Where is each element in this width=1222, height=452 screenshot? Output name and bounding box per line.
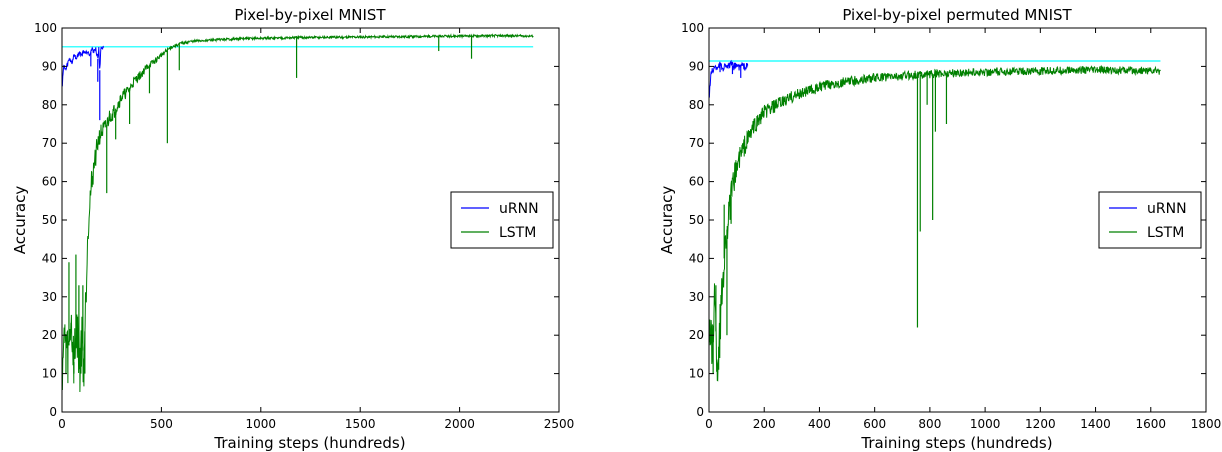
x-axis-label: Training steps (hundreds) bbox=[213, 434, 405, 452]
series-line-urnn bbox=[61, 45, 105, 87]
chart-title: Pixel-by-pixel permuted MNIST bbox=[842, 6, 1072, 24]
y-tick-label: 10 bbox=[689, 367, 704, 381]
legend-label-urnn: uRNN bbox=[499, 201, 539, 217]
y-tick-label: 40 bbox=[42, 251, 57, 265]
y-tick-label: 40 bbox=[689, 251, 704, 265]
x-tick-label: 0 bbox=[58, 417, 66, 431]
y-tick-label: 70 bbox=[689, 136, 704, 150]
x-tick-label: 400 bbox=[808, 417, 831, 431]
y-tick-label: 100 bbox=[34, 21, 57, 35]
x-tick-label: 2500 bbox=[544, 417, 575, 431]
y-tick-label: 100 bbox=[681, 21, 704, 35]
x-tick-label: 600 bbox=[863, 417, 886, 431]
legend-box bbox=[1098, 191, 1202, 249]
y-tick-label: 20 bbox=[689, 328, 704, 342]
series-line-urnn bbox=[708, 59, 749, 99]
x-tick-label: 1600 bbox=[1136, 417, 1167, 431]
x-tick-label: 1200 bbox=[1025, 417, 1056, 431]
y-tick-label: 10 bbox=[42, 367, 57, 381]
y-tick-label: 30 bbox=[42, 290, 57, 304]
legend: uRNN LSTM bbox=[450, 191, 554, 249]
legend-label-lstm: LSTM bbox=[499, 225, 536, 241]
plot-area: 0 200 400 600 800 1000 1200 1400 1600 1800 0 10 20 30… bbox=[681, 21, 1221, 431]
x-tick-label: 2000 bbox=[444, 417, 475, 431]
y-axis-label: Accuracy bbox=[658, 186, 676, 255]
legend-label-lstm: LSTM bbox=[1147, 225, 1184, 241]
x-tick-label: 800 bbox=[918, 417, 941, 431]
chart-permuted-mnist: Pixel-by-pixel permuted MNIST 0 200 400 600… bbox=[658, 6, 1221, 452]
legend-box bbox=[450, 191, 554, 249]
y-tick-label: 20 bbox=[42, 328, 57, 342]
ticks-layer: 0 500 1000 1500 2000 2500 0 10 20 30 40 50 60 70 80 90 1… bbox=[34, 21, 574, 431]
legend-label-urnn: uRNN bbox=[1147, 201, 1187, 217]
y-tick-label: 80 bbox=[689, 98, 704, 112]
y-tick-label: 30 bbox=[689, 290, 704, 304]
y-tick-label: 70 bbox=[42, 136, 57, 150]
y-tick-label: 50 bbox=[42, 213, 57, 227]
y-tick-label: 60 bbox=[42, 175, 57, 189]
y-tick-label: 0 bbox=[49, 405, 57, 419]
x-tick-label: 200 bbox=[753, 417, 776, 431]
x-tick-label: 1000 bbox=[246, 417, 277, 431]
data-layer bbox=[61, 33, 534, 393]
x-tick-label: 1000 bbox=[970, 417, 1001, 431]
x-tick-label: 0 bbox=[705, 417, 713, 431]
x-tick-label: 1800 bbox=[1191, 417, 1222, 431]
series-line-lstm bbox=[708, 64, 1161, 382]
x-tick-label: 500 bbox=[150, 417, 173, 431]
y-tick-label: 90 bbox=[42, 59, 57, 73]
legend: uRNN LSTM bbox=[1098, 191, 1202, 249]
x-tick-label: 1500 bbox=[345, 417, 376, 431]
y-tick-label: 50 bbox=[689, 213, 704, 227]
y-axis-label: Accuracy bbox=[11, 186, 29, 255]
ticks-layer: 0 200 400 600 800 1000 1200 1400 1600 1800 0 10 20 30… bbox=[681, 21, 1221, 431]
y-tick-label: 60 bbox=[689, 175, 704, 189]
y-tick-label: 0 bbox=[696, 405, 704, 419]
plot-area: 0 500 1000 1500 2000 2500 0 10 20 30 40 50 60 70 80 90 1… bbox=[34, 21, 574, 431]
series-line-lstm bbox=[61, 33, 534, 393]
y-tick-label: 90 bbox=[689, 59, 704, 73]
x-axis-label: Training steps (hundreds) bbox=[860, 434, 1052, 452]
chart-title: Pixel-by-pixel MNIST bbox=[234, 6, 386, 24]
chart-mnist: Pixel-by-pixel MNIST 0 500 1000 1500 2000 250… bbox=[11, 6, 574, 452]
y-tick-label: 80 bbox=[42, 98, 57, 112]
data-layer bbox=[708, 59, 1161, 382]
x-tick-label: 1400 bbox=[1080, 417, 1111, 431]
